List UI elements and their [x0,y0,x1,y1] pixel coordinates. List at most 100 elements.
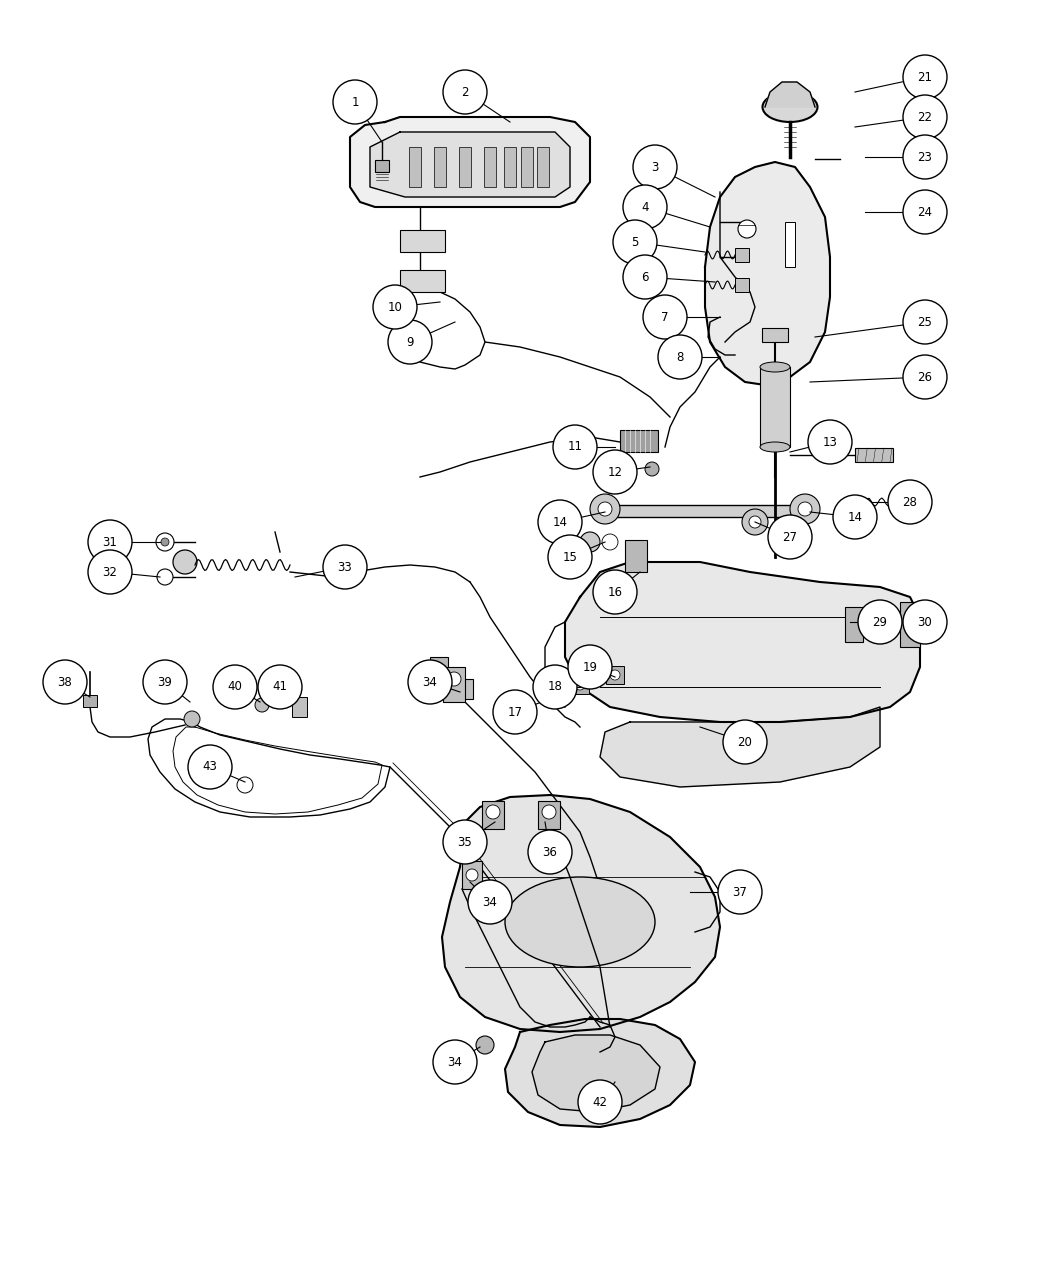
Circle shape [633,146,677,189]
Circle shape [323,545,367,589]
Ellipse shape [505,877,655,967]
Text: 43: 43 [203,761,217,774]
Bar [546,686,564,704]
Circle shape [373,285,417,329]
Text: 29: 29 [873,616,887,628]
Text: 34: 34 [447,1056,462,1069]
Ellipse shape [760,361,790,372]
Circle shape [476,1036,494,1054]
Circle shape [188,744,232,789]
Bar [571,676,589,693]
Bar [400,269,445,292]
Circle shape [542,805,557,819]
Bar [538,801,560,829]
Text: 3: 3 [651,161,658,174]
Circle shape [833,495,877,539]
Circle shape [903,300,947,344]
Circle shape [790,494,820,524]
Text: 9: 9 [406,336,414,349]
Polygon shape [505,1019,695,1128]
Text: 4: 4 [642,200,649,213]
Polygon shape [442,796,720,1032]
Circle shape [610,670,620,679]
Ellipse shape [604,504,616,518]
Circle shape [468,880,512,925]
Circle shape [143,660,187,704]
Circle shape [528,830,572,873]
Circle shape [808,420,852,464]
Circle shape [903,55,947,100]
Text: 22: 22 [918,111,932,124]
Circle shape [593,450,637,494]
Circle shape [548,535,592,578]
Circle shape [903,190,947,234]
Bar [443,667,465,702]
Circle shape [88,520,132,564]
Text: 14: 14 [847,511,862,524]
Bar [855,448,892,462]
Text: 12: 12 [608,466,623,479]
Circle shape [575,679,585,690]
Bar [735,278,749,292]
Text: 38: 38 [58,676,72,688]
Text: 6: 6 [642,271,649,283]
Bar [430,656,448,692]
Bar [900,601,920,647]
Bar [504,147,516,186]
Circle shape [602,534,618,550]
Circle shape [723,720,766,764]
Circle shape [888,480,932,524]
Text: 40: 40 [228,681,243,693]
Circle shape [749,516,761,527]
Circle shape [184,711,200,727]
Polygon shape [705,162,830,384]
Circle shape [568,645,612,690]
Text: 41: 41 [273,681,288,693]
Circle shape [443,70,487,114]
Bar [292,697,307,716]
Bar [410,147,421,186]
Bar [845,607,863,642]
Text: 21: 21 [918,70,932,83]
Circle shape [903,600,947,644]
Text: 26: 26 [918,370,932,383]
Circle shape [903,135,947,179]
Text: 14: 14 [552,516,567,529]
Circle shape [903,94,947,139]
Circle shape [578,1080,622,1124]
Circle shape [466,870,478,881]
Bar [537,147,549,186]
Circle shape [742,510,768,535]
Text: 1: 1 [352,96,359,109]
Circle shape [156,533,174,550]
Circle shape [538,501,582,544]
Circle shape [158,570,173,585]
Circle shape [161,538,169,547]
Text: 25: 25 [918,315,932,328]
Text: 42: 42 [592,1096,608,1108]
Circle shape [293,699,307,713]
Text: 34: 34 [422,676,438,688]
Text: 31: 31 [103,535,118,549]
Text: 20: 20 [737,736,753,748]
Bar [400,230,445,252]
Text: 23: 23 [918,151,932,163]
Bar [83,695,97,707]
Text: 32: 32 [103,566,118,578]
Text: 11: 11 [567,441,583,453]
Bar [445,679,472,699]
Circle shape [738,220,756,238]
Circle shape [580,533,600,552]
Bar [625,540,647,572]
Text: 10: 10 [387,300,402,313]
Text: 24: 24 [918,206,932,218]
Text: 27: 27 [782,530,798,544]
Bar [462,861,482,889]
Circle shape [593,570,637,614]
Bar [484,147,496,186]
Circle shape [173,550,197,573]
Ellipse shape [762,92,818,123]
Polygon shape [765,82,815,107]
Bar [785,222,795,267]
Ellipse shape [760,442,790,452]
